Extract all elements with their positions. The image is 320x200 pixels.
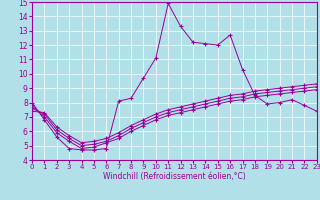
X-axis label: Windchill (Refroidissement éolien,°C): Windchill (Refroidissement éolien,°C) — [103, 172, 246, 181]
